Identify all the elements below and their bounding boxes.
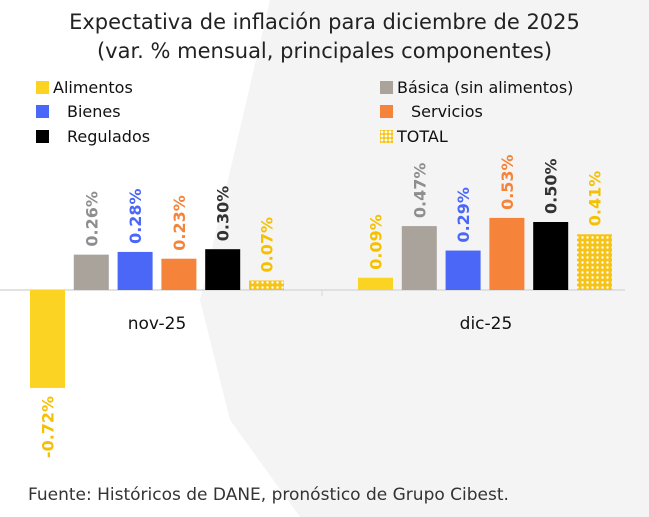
bar [205, 249, 241, 290]
legend-item: Bienes [36, 100, 121, 122]
source-note: Fuente: Históricos de DANE, pronóstico d… [28, 485, 509, 505]
legend-swatch [36, 104, 49, 118]
bar [249, 280, 284, 290]
data-label: 0.09% [367, 214, 386, 270]
category-label: dic-25 [460, 314, 513, 334]
category-label: nov-25 [128, 314, 187, 334]
data-label: 0.53% [498, 154, 517, 210]
data-label: 0.30% [214, 186, 233, 242]
data-label: 0.28% [126, 188, 145, 244]
chart-subtitle: (var. % mensual, principales componentes… [96, 39, 553, 63]
data-label: 0.07% [258, 217, 277, 273]
bar [533, 222, 569, 290]
legend-swatch [36, 129, 49, 143]
bar [117, 251, 153, 290]
legend-item: Servicios [380, 100, 483, 122]
bar [358, 277, 393, 290]
bar [161, 258, 197, 290]
data-label: 0.50% [542, 158, 561, 214]
data-label: 0.23% [170, 195, 189, 251]
legend-item: TOTAL [380, 125, 448, 147]
data-label: 0.29% [454, 187, 473, 243]
data-label: 0.26% [82, 191, 101, 247]
data-label: -0.72% [39, 396, 58, 458]
data-label: 0.47% [410, 163, 429, 219]
bar [445, 250, 481, 290]
legend-item: Regulados [36, 125, 150, 147]
legend-label: Servicios [411, 101, 483, 121]
legend-label: Regulados [67, 126, 151, 146]
legend-item: Básica (sin alimentos) [380, 76, 573, 98]
legend-swatch [380, 104, 393, 118]
chart-title: Expectativa de inflación para diciembre … [69, 10, 580, 34]
data-label: 0.41% [586, 171, 605, 227]
legend-label: Alimentos [53, 77, 133, 97]
bar [577, 234, 612, 290]
bar [30, 290, 65, 388]
legend-item: Alimentos [36, 76, 133, 98]
legend-swatch [36, 80, 49, 94]
legend-label: Básica (sin alimentos) [397, 77, 574, 97]
bar [489, 217, 525, 290]
legend-label: Bienes [67, 101, 121, 121]
bar-chart: nov-25 -0.72% 0.26% 0.28% 0.23% 0.30% 0.07% dic… [0, 154, 625, 458]
bar [73, 254, 109, 290]
legend-swatch [380, 80, 393, 94]
legend-label: TOTAL [397, 126, 448, 146]
legend-swatch [380, 129, 393, 143]
bar [401, 226, 437, 290]
